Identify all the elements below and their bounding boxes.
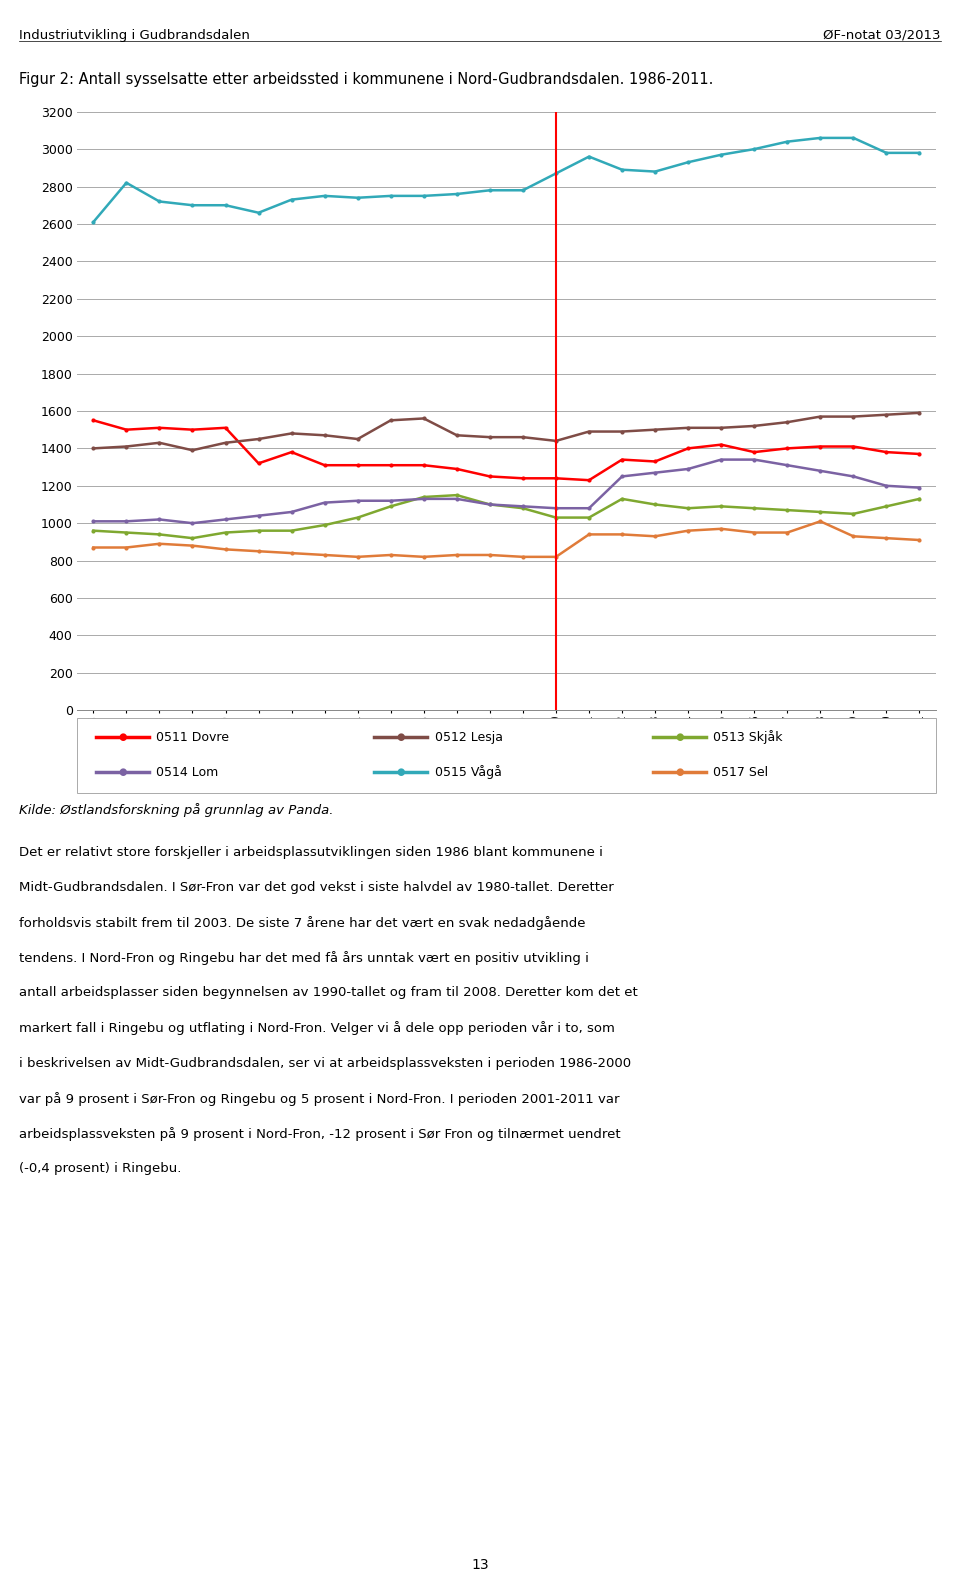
Text: Figur 2: Antall sysselsatte etter arbeidssted i kommunene i Nord-Gudbrandsdalen.: Figur 2: Antall sysselsatte etter arbeid… — [19, 72, 713, 86]
Text: i beskrivelsen av Midt-Gudbrandsdalen, ser vi at arbeidsplassveksten i perioden : i beskrivelsen av Midt-Gudbrandsdalen, s… — [19, 1057, 632, 1069]
Text: ●: ● — [118, 768, 127, 777]
Text: ●: ● — [675, 768, 684, 777]
Text: 13: 13 — [471, 1558, 489, 1572]
Text: ●: ● — [396, 768, 405, 777]
Text: (-0,4 prosent) i Ringebu.: (-0,4 prosent) i Ringebu. — [19, 1162, 181, 1175]
Text: antall arbeidsplasser siden begynnelsen av 1990-tallet og fram til 2008. Derette: antall arbeidsplasser siden begynnelsen … — [19, 986, 638, 999]
Text: 0515 Vågå: 0515 Vågå — [435, 766, 502, 779]
Text: ●: ● — [675, 733, 684, 742]
Text: Det er relativt store forskjeller i arbeidsplassutviklingen siden 1986 blant kom: Det er relativt store forskjeller i arbe… — [19, 846, 603, 859]
Text: ●: ● — [396, 733, 405, 742]
Text: 0514 Lom: 0514 Lom — [156, 766, 219, 779]
Text: 0511 Dovre: 0511 Dovre — [156, 731, 229, 744]
Text: markert fall i Ringebu og utflating i Nord-Fron. Velger vi å dele opp perioden v: markert fall i Ringebu og utflating i No… — [19, 1021, 615, 1036]
Text: tendens. I Nord-Fron og Ringebu har det med få års unntak vært en positiv utvikl: tendens. I Nord-Fron og Ringebu har det … — [19, 951, 589, 966]
Text: forholdsvis stabilt frem til 2003. De siste 7 årene har det vært en svak nedadgå: forholdsvis stabilt frem til 2003. De si… — [19, 916, 586, 930]
Text: Midt-Gudbrandsdalen. I Sør-Fron var det god vekst i siste halvdel av 1980-tallet: Midt-Gudbrandsdalen. I Sør-Fron var det … — [19, 881, 614, 894]
Text: 0517 Sel: 0517 Sel — [713, 766, 768, 779]
Text: ●: ● — [118, 733, 127, 742]
Text: Kilde: Østlandsforskning på grunnlag av Panda.: Kilde: Østlandsforskning på grunnlag av … — [19, 803, 334, 817]
Text: var på 9 prosent i Sør-Fron og Ringebu og 5 prosent i Nord-Fron. I perioden 2001: var på 9 prosent i Sør-Fron og Ringebu o… — [19, 1092, 620, 1106]
Text: ØF-notat 03/2013: ØF-notat 03/2013 — [824, 29, 941, 41]
Text: 0512 Lesja: 0512 Lesja — [435, 731, 503, 744]
Text: Industriutvikling i Gudbrandsdalen: Industriutvikling i Gudbrandsdalen — [19, 29, 250, 41]
Text: 0513 Skjåk: 0513 Skjåk — [713, 731, 782, 744]
Text: arbeidsplassveksten på 9 prosent i Nord-Fron, -12 prosent i Sør Fron og tilnærme: arbeidsplassveksten på 9 prosent i Nord-… — [19, 1127, 621, 1141]
